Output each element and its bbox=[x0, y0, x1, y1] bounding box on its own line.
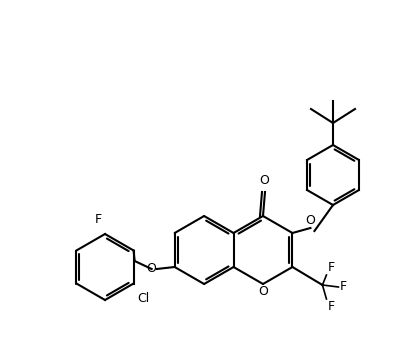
Text: O: O bbox=[146, 261, 156, 274]
Text: F: F bbox=[327, 300, 334, 313]
Text: F: F bbox=[327, 261, 334, 274]
Text: O: O bbox=[305, 214, 315, 227]
Text: F: F bbox=[340, 280, 347, 293]
Text: Cl: Cl bbox=[138, 291, 150, 305]
Text: F: F bbox=[95, 213, 102, 226]
Text: O: O bbox=[258, 285, 268, 298]
Text: O: O bbox=[259, 174, 269, 187]
